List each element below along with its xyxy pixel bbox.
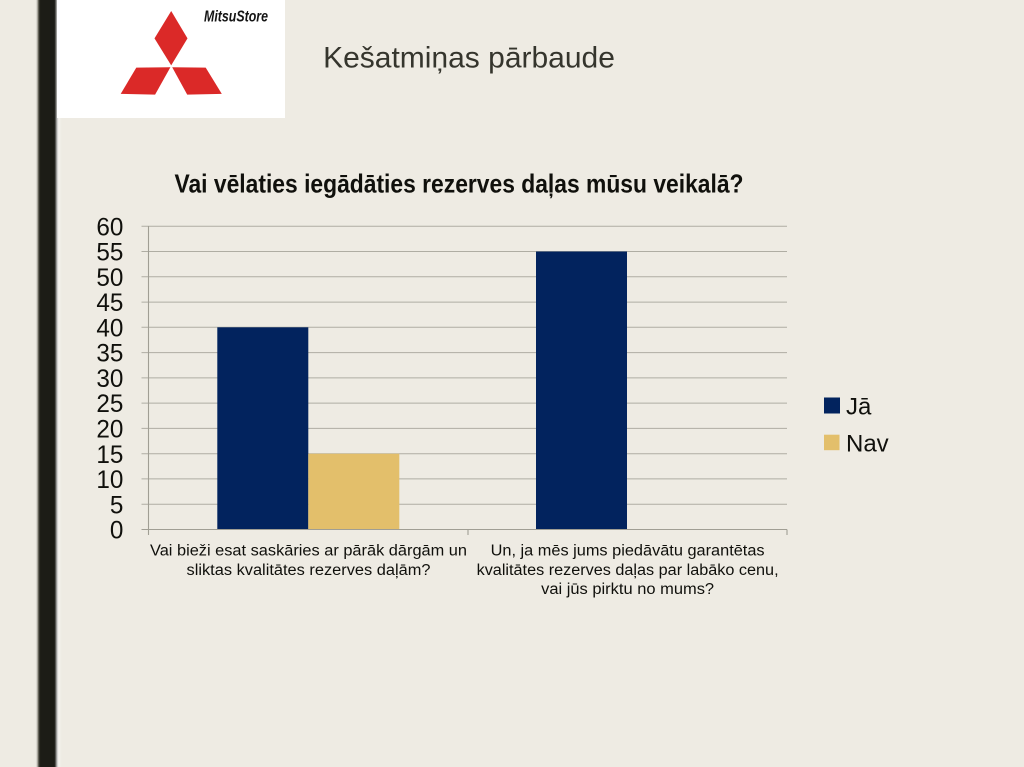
svg-text:vai jūs pirktu no mums?: vai jūs pirktu no mums? <box>541 581 714 598</box>
svg-text:Jā: Jā <box>846 393 872 420</box>
svg-text:MitsuStore: MitsuStore <box>204 9 268 26</box>
svg-text:10: 10 <box>96 466 123 494</box>
svg-text:5: 5 <box>110 491 124 519</box>
svg-text:40: 40 <box>96 314 123 342</box>
svg-text:Kešatmiņas pārbaude: Kešatmiņas pārbaude <box>323 42 615 75</box>
svg-text:sliktas kvalitātes rezerves da: sliktas kvalitātes rezerves daļām? <box>187 562 431 579</box>
svg-text:35: 35 <box>96 340 123 368</box>
svg-text:Un, ja mēs jums piedāvātu gara: Un, ja mēs jums piedāvātu garantētas <box>491 543 765 560</box>
svg-text:30: 30 <box>96 365 123 393</box>
svg-text:20: 20 <box>96 416 123 444</box>
svg-text:0: 0 <box>110 517 124 545</box>
svg-text:Vai bieži esat saskāries ar pā: Vai bieži esat saskāries ar pārāk dārgām… <box>150 543 467 560</box>
svg-text:50: 50 <box>96 264 123 292</box>
svg-text:Vai vēlaties iegādāties rezerv: Vai vēlaties iegādāties rezerves daļas m… <box>175 169 744 199</box>
svg-text:45: 45 <box>96 289 123 317</box>
svg-text:Nav: Nav <box>846 431 889 458</box>
svg-text:60: 60 <box>96 213 123 241</box>
svg-text:15: 15 <box>96 441 123 469</box>
svg-text:kvalitātes rezerves daļas par: kvalitātes rezerves daļas par labāko cen… <box>477 562 779 579</box>
svg-text:25: 25 <box>96 390 123 418</box>
svg-text:55: 55 <box>96 239 123 267</box>
